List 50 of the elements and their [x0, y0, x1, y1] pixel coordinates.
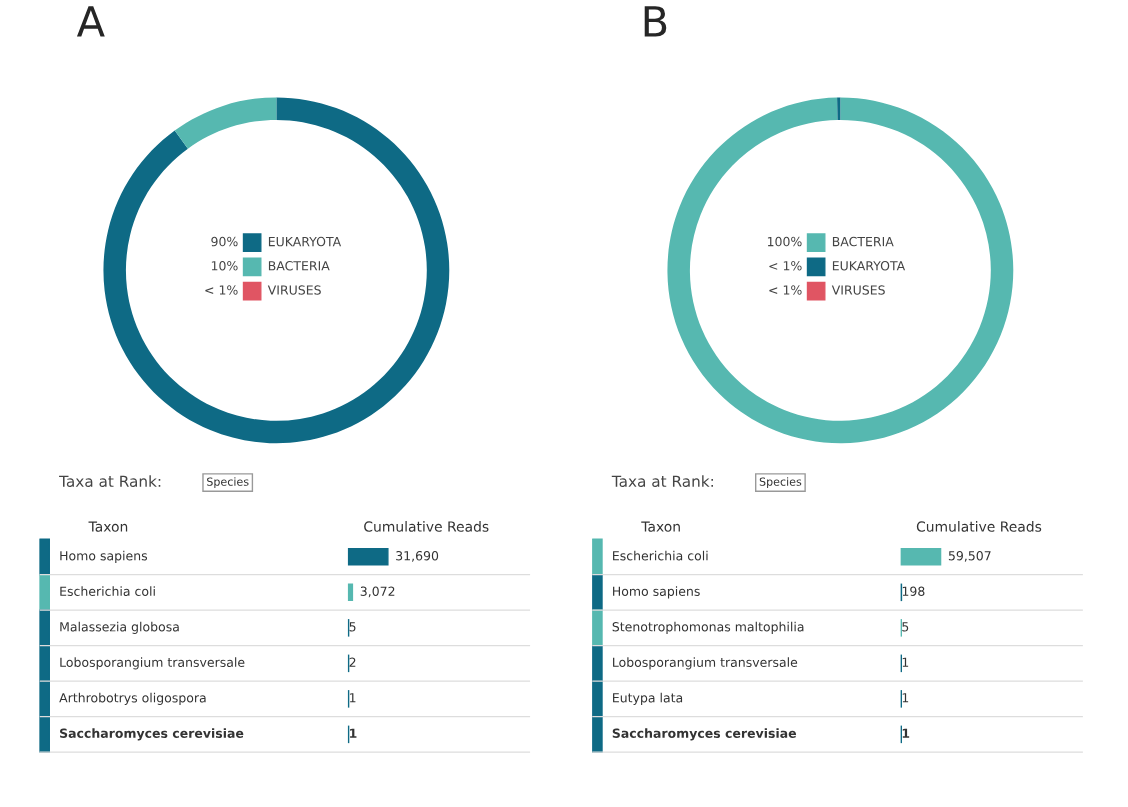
- category-label: Escherichia coli: [60, 586, 155, 596]
- category-label: Malassezia globosa: [60, 621, 179, 634]
- data-label: < 1%: [769, 261, 802, 271]
- text: Taxa at Rank:: [59, 475, 161, 488]
- text: Taxon: [641, 521, 680, 532]
- donut-slice: [837, 97, 841, 120]
- category-label: Lobosporangium transversale: [613, 657, 798, 670]
- category-label: Saccharomyces cerevisiae: [612, 728, 797, 741]
- data-label: 1: [902, 728, 910, 738]
- data-label: 1: [902, 693, 909, 703]
- text: Taxa at Rank:: [611, 475, 713, 488]
- legend-label: EUKARYOTA: [268, 236, 342, 247]
- data-label: 10%: [211, 261, 238, 271]
- data-label: 59,507: [948, 551, 991, 562]
- category-label: Arthrobotrys oligospora: [59, 692, 206, 705]
- category-label: Eutypa lata: [613, 692, 683, 705]
- category-label: Homo sapiens: [613, 586, 700, 599]
- text: Cumulative Reads: [364, 521, 489, 532]
- legend-label: BACTERIA: [832, 236, 894, 247]
- data-label: 1: [349, 693, 356, 703]
- text: Cumulative Reads: [916, 521, 1042, 532]
- text: Species: [759, 477, 802, 488]
- donut-slice: [103, 97, 450, 444]
- text: < 1%: [769, 285, 802, 295]
- category-label: Homo sapiens: [60, 550, 148, 563]
- category-label: Lobosporangium transversale: [60, 657, 245, 670]
- category-label: Escherichia coli: [613, 550, 708, 561]
- legend-label: VIRUSES: [831, 285, 885, 295]
- chart-title: B: [644, 6, 667, 37]
- data-label: 198: [902, 586, 925, 596]
- data-label: 1: [350, 728, 357, 738]
- data-label: 3,072: [360, 586, 395, 598]
- legend-label: EUKARYOTA: [832, 261, 906, 271]
- data-label: 5: [349, 622, 356, 632]
- text: < 1%: [205, 285, 238, 295]
- data-label: 100%: [767, 236, 802, 247]
- chart-title: A: [76, 6, 105, 37]
- text: Species: [207, 477, 249, 488]
- category-label: Stenotrophomonas maltophilia: [612, 621, 804, 634]
- category-label: Saccharomyces cerevisiae: [60, 728, 244, 741]
- data-label: 5: [902, 622, 909, 632]
- donut-slice: [667, 97, 1014, 444]
- data-label: 31,690: [396, 551, 439, 562]
- legend-label: VIRUSES: [267, 285, 321, 295]
- data-label: 90%: [211, 236, 238, 247]
- text: Taxon: [88, 521, 128, 532]
- legend-label: BACTERIA: [268, 261, 330, 271]
- data-label: 1: [902, 657, 909, 667]
- data-label: 2: [349, 657, 356, 667]
- donut-slice: [174, 97, 277, 149]
